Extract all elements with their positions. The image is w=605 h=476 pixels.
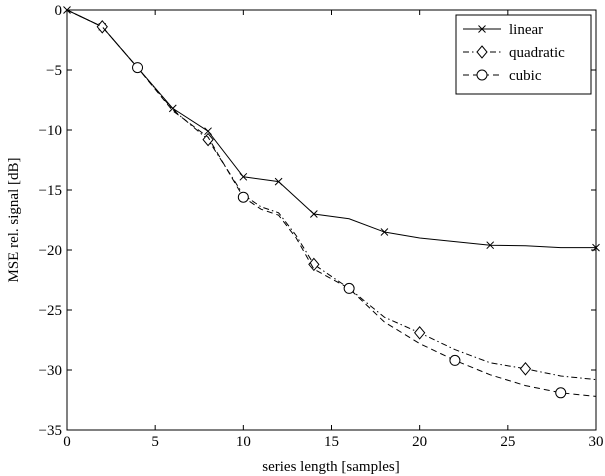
x-tick-label: 5	[151, 434, 159, 450]
x-tick-label: 10	[236, 434, 251, 450]
point-cubic	[449, 354, 461, 366]
point-linear	[168, 104, 177, 113]
legend-label-linear: linear	[509, 22, 543, 38]
point-quadratic	[308, 257, 320, 272]
x-tick-label: 15	[324, 434, 339, 450]
series-line-quadratic	[66, 9, 597, 381]
point-cubic	[343, 282, 355, 294]
point-linear	[486, 241, 495, 250]
point-cubic	[132, 62, 144, 74]
series-cubic	[66, 9, 597, 399]
point-cubic	[237, 191, 249, 203]
y-tick-label: −35	[39, 423, 62, 439]
point-linear	[380, 228, 389, 236]
x-tick-label: 25	[500, 434, 515, 450]
y-tick-label: −10	[39, 123, 62, 139]
x-tick-label: 30	[589, 434, 604, 450]
x-axis-label: series length [samples]	[262, 459, 399, 475]
axis-ticks: 0 5 10 15 20 25 30 0 −5 −10 −15 −20 −25 −30 −35	[39, 3, 604, 450]
y-tick-label: −5	[46, 63, 62, 79]
point-linear	[204, 127, 212, 136]
point-linear	[239, 172, 248, 181]
point-quadratic	[519, 362, 532, 376]
x-tick-label: 20	[412, 434, 427, 450]
y-tick-label: −20	[39, 243, 62, 259]
y-tick-label: 0	[55, 3, 63, 19]
legend: linear quadratic cubic	[455, 14, 592, 95]
point-linear	[592, 243, 600, 252]
legend-label-quadratic: quadratic	[509, 45, 565, 61]
legend-label-cubic: cubic	[509, 68, 542, 84]
point-linear	[310, 210, 318, 218]
series-layer	[63, 6, 600, 399]
point-quadratic	[202, 132, 214, 147]
y-tick-label: −25	[39, 303, 62, 319]
series-line-linear	[66, 9, 596, 249]
y-axis-label: MSE rel. signal [dB]	[6, 158, 22, 283]
point-cubic	[555, 387, 567, 399]
legend-marker-quadratic	[476, 45, 488, 59]
legend-marker-cubic	[476, 69, 488, 81]
point-linear	[274, 177, 283, 186]
y-tick-label: −15	[39, 183, 62, 199]
point-quadratic	[414, 326, 426, 340]
series-line-cubic	[66, 9, 597, 397]
legend-marker-linear	[478, 25, 486, 33]
series-quadratic	[66, 9, 597, 381]
y-tick-label: −30	[39, 363, 62, 379]
x-tick-label: 0	[63, 434, 71, 450]
